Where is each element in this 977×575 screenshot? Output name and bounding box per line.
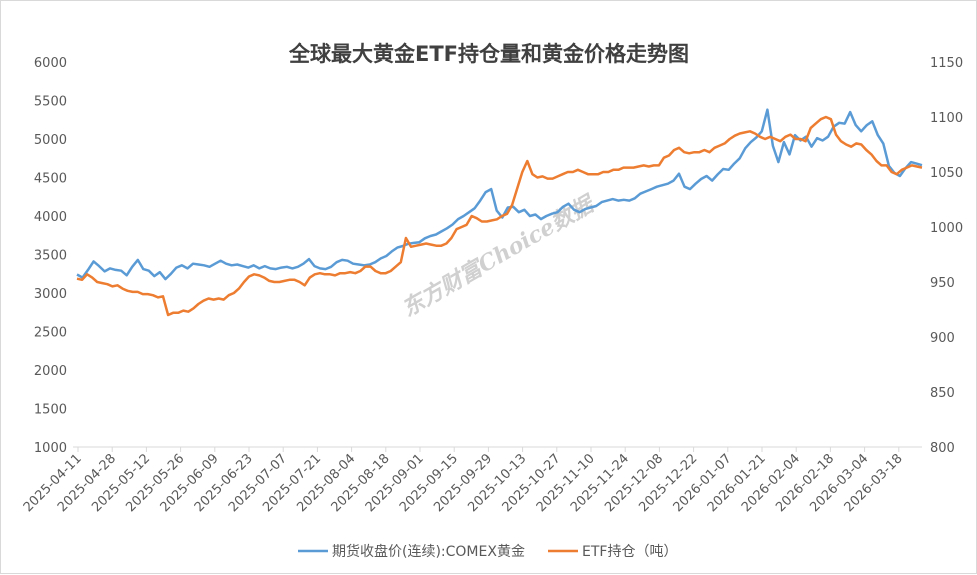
right-tick-label: 1000: [930, 221, 963, 236]
left-tick-label: 4000: [34, 210, 67, 225]
right-tick-label: 800: [930, 441, 955, 456]
etf-holdings-line: [76, 115, 923, 317]
legend-label: ETF持仓（吨）: [582, 544, 677, 560]
gold-price-line: [76, 108, 923, 281]
right-tick-label: 950: [930, 276, 955, 291]
left-tick-label: 5500: [34, 95, 67, 110]
left-tick-label: 3500: [34, 249, 67, 264]
legend-label: 期货收盘价(连续):COMEX黄金: [332, 543, 525, 560]
watermark-text: 东方财富Choice数据: [397, 190, 600, 322]
right-tick-label: 1100: [930, 111, 963, 126]
right-axis-ticks: 800 850 900 950 1000 1050 1100 1150: [930, 56, 963, 456]
series-layer: [76, 108, 923, 317]
left-tick-label: 4500: [34, 172, 67, 187]
right-tick-label: 850: [930, 386, 955, 401]
right-tick-label: 900: [930, 331, 955, 346]
right-tick-label: 1150: [930, 56, 963, 71]
left-tick-label: 6000: [34, 56, 67, 71]
left-tick-label: 5000: [34, 133, 67, 148]
x-axis-ticks: 2025-04-112025-04-282025-05-122025-05-26…: [21, 447, 906, 515]
chart-title: 全球最大黄金ETF持仓量和黄金价格走势图: [288, 42, 689, 66]
right-tick-label: 1050: [930, 166, 963, 181]
left-tick-label: 2500: [34, 326, 67, 341]
left-tick-label: 1500: [34, 403, 67, 418]
legend: 期货收盘价(连续):COMEX黄金 ETF持仓（吨）: [298, 543, 677, 560]
left-tick-label: 2000: [34, 364, 67, 379]
left-tick-label: 3000: [34, 287, 67, 302]
left-axis-ticks: 1000 1500 2000 2500 3000 3500 4000 4500 5000 5500…: [34, 56, 67, 456]
left-tick-label: 1000: [34, 441, 67, 456]
